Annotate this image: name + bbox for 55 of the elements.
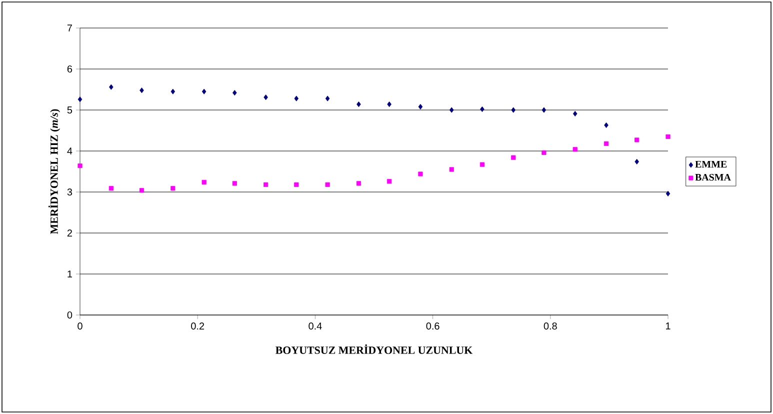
point [418, 172, 423, 176]
point [480, 106, 484, 112]
point [572, 110, 578, 116]
point [325, 182, 330, 187]
point [202, 180, 206, 184]
point [170, 186, 176, 191]
x-tick-label: 1 [666, 322, 670, 330]
y-tick-label: 6 [67, 65, 72, 73]
point [264, 94, 268, 100]
point [604, 122, 608, 128]
point [325, 96, 330, 102]
point [387, 179, 392, 184]
y-tick-label: 0 [67, 311, 72, 319]
point [78, 163, 82, 168]
point [511, 155, 516, 160]
point [634, 158, 639, 164]
point [139, 188, 144, 193]
point [264, 182, 268, 187]
point [140, 88, 144, 94]
x-tick-label: 0.4 [308, 322, 322, 330]
point [542, 150, 546, 155]
x-tick-label: 0.2 [191, 322, 204, 330]
point [542, 107, 546, 113]
legend-label: EMME [695, 160, 727, 168]
y-axis-title: MERİDYONEL HIZ (m/s) [48, 109, 60, 234]
y-tick-label: 1 [68, 270, 72, 278]
point [604, 141, 609, 146]
point [356, 181, 362, 186]
point [294, 182, 299, 187]
x-axis-title: BOYUTSUZ MERİDYONEL UZUNLUK [276, 344, 473, 354]
x-tick-label: 0.6 [426, 322, 440, 330]
legend-label: BASMA [695, 174, 731, 181]
point [666, 190, 670, 196]
x-tick-label: 0.8 [544, 322, 557, 330]
point [634, 138, 640, 142]
point [170, 88, 176, 94]
y-tick-label: 5 [67, 106, 72, 114]
y-tick-label: 4 [67, 148, 72, 154]
point [294, 96, 299, 102]
point [232, 181, 237, 186]
point [418, 104, 423, 110]
point [480, 162, 484, 167]
y-tick-label: 2 [67, 230, 72, 236]
point [78, 96, 82, 102]
point [109, 84, 114, 90]
y-tick-label: 3 [67, 188, 72, 196]
point [449, 167, 454, 172]
y-tick-label: 7 [67, 24, 72, 32]
point [202, 88, 206, 94]
x-tick-label: 0 [78, 322, 82, 330]
point [572, 147, 578, 152]
point [511, 107, 516, 113]
point [449, 107, 454, 113]
point [666, 134, 670, 139]
point [108, 186, 114, 191]
